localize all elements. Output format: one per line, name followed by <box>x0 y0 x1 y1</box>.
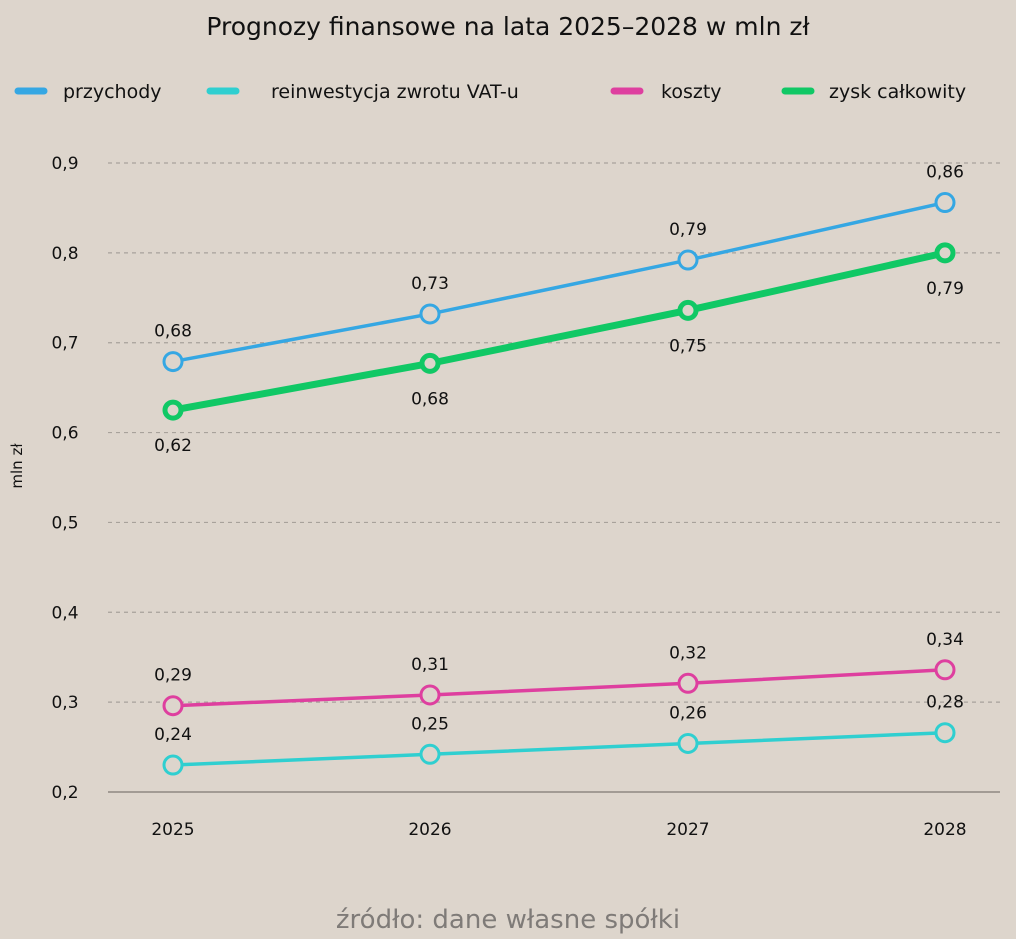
y-tick-label: 0,3 <box>51 693 78 713</box>
legend-item-zysk: zysk całkowity <box>781 81 966 103</box>
series-reinwestycja: 0,24 0,25 0,26 0,28 <box>154 693 964 776</box>
data-label-zysk-2025: 0,62 <box>154 436 192 456</box>
legend-label-koszty: koszty <box>661 81 722 103</box>
data-label-reinwestycja-2028: 0,28 <box>926 693 964 713</box>
y-tick-label: 0,8 <box>51 244 78 264</box>
data-label-zysk-2026: 0,68 <box>411 389 449 409</box>
data-point-koszty-2027 <box>677 672 699 694</box>
data-point-przychody-2026 <box>419 303 441 325</box>
data-label-koszty-2028: 0,34 <box>926 630 964 650</box>
series-line-przychody <box>171 200 947 364</box>
y-axis-ticks: 0,2 0,3 0,4 0,5 0,6 0,7 0,8 0,9 <box>51 154 78 803</box>
data-label-koszty-2027: 0,32 <box>669 643 707 663</box>
x-tick-label-2025: 2025 <box>151 820 194 840</box>
data-label-reinwestycja-2025: 0,24 <box>154 725 192 745</box>
x-tick-label-2027: 2027 <box>666 820 709 840</box>
data-point-przychody-2028 <box>934 192 956 214</box>
x-tick-label-2028: 2028 <box>923 820 966 840</box>
data-label-przychody-2028: 0,86 <box>926 163 964 183</box>
data-point-przychody-2027 <box>677 249 699 271</box>
y-tick-label: 0,7 <box>51 334 78 354</box>
series-line-reinwestycja <box>171 730 947 767</box>
y-axis-title: mln zł <box>8 443 26 489</box>
series-przychody: 0,68 0,73 0,79 0,86 <box>154 163 964 373</box>
source-note: źródło: dane własne spółki <box>336 905 680 935</box>
data-label-przychody-2025: 0,68 <box>154 322 192 342</box>
series-koszty: 0,29 0,31 0,32 0,34 <box>154 630 964 717</box>
data-label-zysk-2028: 0,79 <box>926 279 964 299</box>
y-tick-label: 0,9 <box>51 154 78 174</box>
series-line-zysk <box>169 249 949 414</box>
legend-label-reinwestycja: reinwestycja zwrotu VAT-u <box>271 81 519 103</box>
y-tick-label: 0,5 <box>51 513 78 533</box>
y-tick-label: 0,2 <box>51 783 78 803</box>
legend-item-reinwestycja: reinwestycja zwrotu VAT-u <box>206 81 519 103</box>
data-label-zysk-2027: 0,75 <box>669 336 707 356</box>
legend-label-zysk: zysk całkowity <box>829 81 966 103</box>
data-label-reinwestycja-2026: 0,25 <box>411 714 449 734</box>
data-point-reinwestycja-2028 <box>934 722 956 744</box>
data-point-zysk-2028 <box>934 242 956 264</box>
data-point-koszty-2028 <box>934 659 956 681</box>
legend-item-przychody: przychody <box>14 81 162 103</box>
data-point-zysk-2027 <box>677 299 699 321</box>
series-zysk: 0,62 0,68 0,75 0,79 <box>154 242 964 456</box>
series-layer: 0,68 0,73 0,79 0,86 0,24 0,25 0,26 0,28 0,29 0,31… <box>154 163 964 776</box>
data-label-reinwestycja-2027: 0,26 <box>669 703 707 723</box>
data-point-zysk-2025 <box>162 399 184 421</box>
data-point-zysk-2026 <box>419 352 441 374</box>
x-axis-ticks: 2025 2026 2027 2028 <box>151 820 966 840</box>
legend-label-przychody: przychody <box>63 81 162 103</box>
data-label-koszty-2025: 0,29 <box>154 666 192 686</box>
data-point-reinwestycja-2027 <box>677 732 699 754</box>
data-point-reinwestycja-2025 <box>162 754 184 776</box>
data-point-przychody-2025 <box>162 351 184 373</box>
legend-item-koszty: koszty <box>610 81 722 103</box>
y-tick-label: 0,6 <box>51 424 78 444</box>
x-tick-label-2026: 2026 <box>408 820 451 840</box>
data-point-reinwestycja-2026 <box>419 743 441 765</box>
data-label-przychody-2026: 0,73 <box>411 274 449 294</box>
chart-legend: przychody reinwestycja zwrotu VAT-u kosz… <box>14 81 966 103</box>
data-label-przychody-2027: 0,79 <box>669 220 707 240</box>
chart-title: Prognozy finansowe na lata 2025–2028 w m… <box>206 12 810 41</box>
data-label-koszty-2026: 0,31 <box>411 655 449 675</box>
data-point-koszty-2026 <box>419 684 441 706</box>
series-line-koszty <box>171 668 947 708</box>
data-point-koszty-2025 <box>162 695 184 717</box>
y-tick-label: 0,4 <box>51 603 78 623</box>
